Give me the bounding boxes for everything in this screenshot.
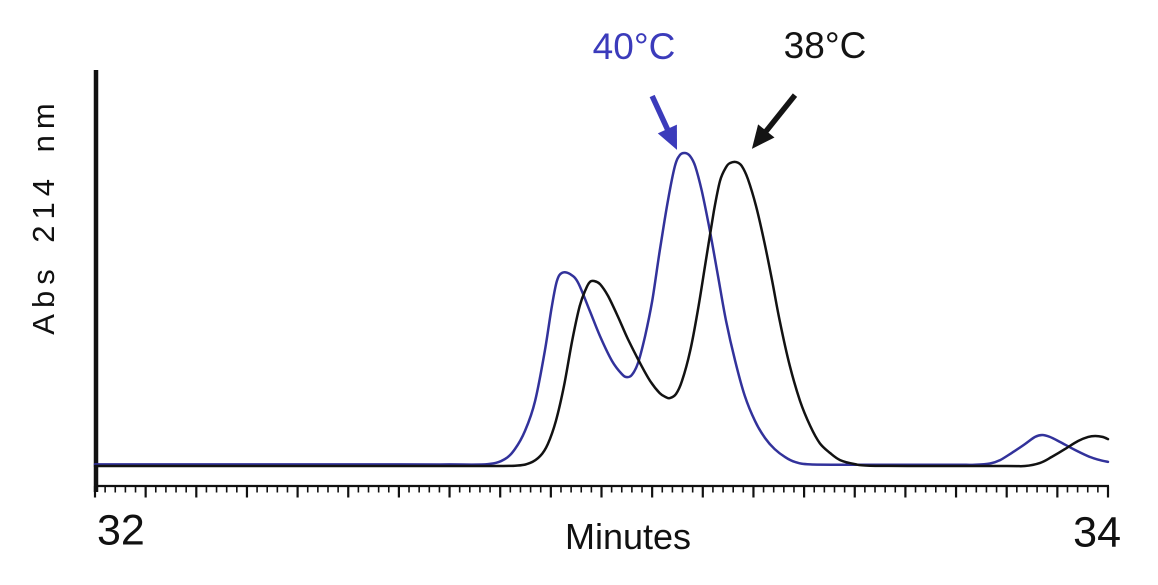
annotation-label-40c: 40°C	[592, 26, 676, 67]
x-axis-label: Minutes	[564, 516, 692, 557]
y-axis-label: Abs 214 nm	[26, 97, 61, 335]
trace-40c	[93, 151, 1110, 467]
arrow-40c-head	[657, 124, 677, 150]
trace-38c	[93, 160, 1110, 468]
x-tick-label-34: 34	[1073, 508, 1121, 557]
arrow-38c-head	[751, 124, 775, 149]
x-tick-label-32: 32	[97, 506, 145, 555]
arrow-38c-shaft	[761, 93, 798, 136]
arrow-40c-shaft	[649, 94, 672, 134]
annotation-label-38c: 38°C	[783, 25, 867, 66]
